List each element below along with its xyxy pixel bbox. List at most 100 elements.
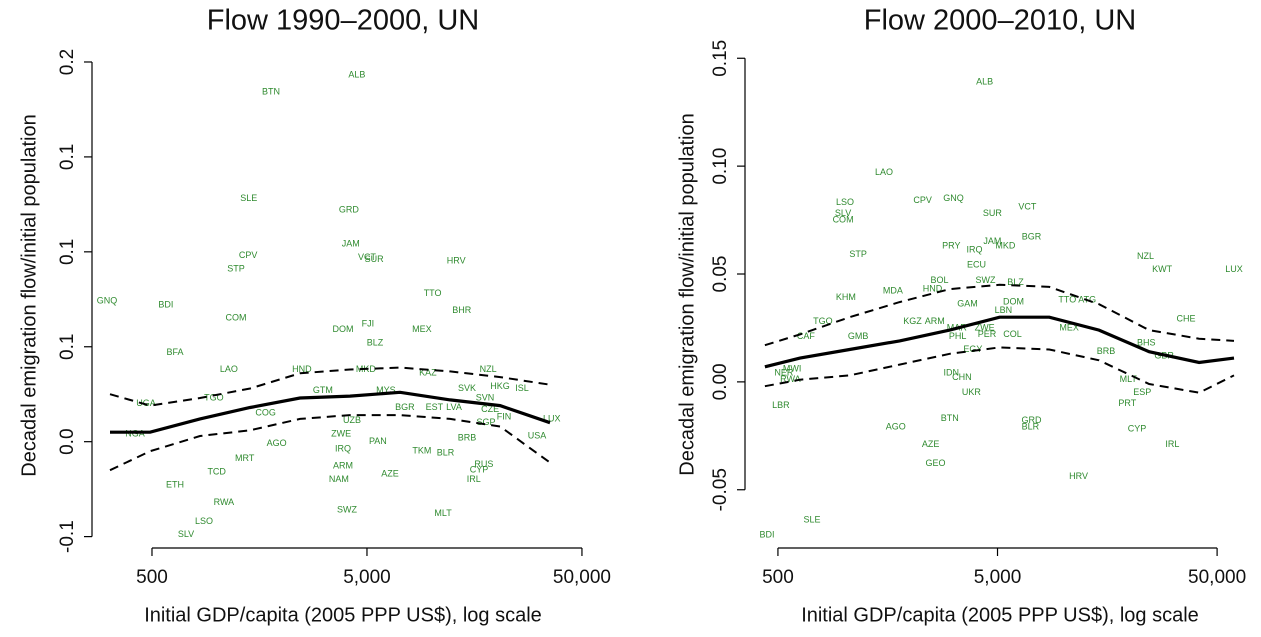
- point-label: LUX: [543, 413, 561, 423]
- x-tick-label: 500: [762, 567, 794, 588]
- point-label: COM: [226, 313, 247, 323]
- point-label: ISL: [515, 383, 529, 393]
- x-tick-label: 5,000: [974, 567, 1022, 588]
- point-label: TGO: [813, 316, 833, 326]
- point-label: SWZ: [976, 275, 996, 285]
- point-label: STP: [227, 263, 245, 273]
- x-tick-label: 500: [136, 567, 168, 588]
- point-label: IRQ: [335, 444, 351, 454]
- point-label: NZL: [480, 364, 497, 374]
- point-label: IRL: [467, 474, 481, 484]
- point-label: HKG: [490, 381, 510, 391]
- point-label: BGR: [1022, 232, 1042, 242]
- y-tick-label: 0.1: [57, 239, 78, 265]
- point-label: PRY: [942, 240, 960, 250]
- point-label: GNQ: [943, 193, 964, 203]
- point-label: MYS: [376, 385, 396, 395]
- point-label: BTN: [262, 87, 280, 97]
- point-label: FJI: [362, 318, 375, 328]
- point-label: VCT: [1018, 201, 1037, 211]
- point-label: ZWE: [331, 428, 351, 438]
- point-label: MRT: [235, 453, 255, 463]
- chart-title: Flow 2000–2010, UN: [864, 5, 1136, 37]
- upper-band: [109, 366, 551, 407]
- point-label: VCT: [358, 252, 377, 262]
- point-label: EST: [426, 402, 444, 412]
- point-label: DOM: [1003, 296, 1024, 306]
- point-label: DOM: [333, 324, 354, 334]
- y-axis-label: Decadal emigration flow/initial populati…: [18, 114, 40, 476]
- point-label: ECU: [967, 260, 986, 270]
- point-label: CPV: [239, 250, 258, 260]
- point-label: SWZ: [337, 504, 357, 514]
- x-axis-label: Initial GDP/capita (2005 PPP US$), log s…: [144, 604, 542, 626]
- point-label: UZB: [343, 415, 361, 425]
- point-label: KWT: [1152, 264, 1172, 274]
- point-label: SLV: [835, 208, 851, 218]
- point-label: MWI: [783, 363, 802, 373]
- point-label: BHS: [1137, 337, 1156, 347]
- point-label: CPV: [913, 195, 932, 205]
- point-label: BRB: [458, 432, 477, 442]
- y-tick-label: 0.1: [57, 334, 78, 360]
- upper-band: [764, 283, 1235, 347]
- point-label: MEX: [1059, 322, 1079, 332]
- y-tick-label: 0.10: [710, 148, 731, 185]
- point-label: JAM: [342, 239, 360, 249]
- y-axis-label: Decadal emigration flow/initial populati…: [676, 113, 698, 475]
- point-label: IRL: [1165, 439, 1179, 449]
- point-label: KGZ: [903, 316, 922, 326]
- point-label: UKR: [962, 387, 982, 397]
- point-label: PHL: [949, 331, 967, 341]
- point-label: TGO: [204, 392, 224, 402]
- point-label: BFA: [167, 347, 184, 357]
- point-label: TCD: [207, 466, 226, 476]
- point-label: LAO: [875, 167, 893, 177]
- point-label: ARM: [333, 461, 353, 471]
- y-tick-label: 0.05: [710, 256, 731, 293]
- point-label: LBN: [995, 305, 1013, 315]
- point-label: NAM: [329, 474, 349, 484]
- x-tick-label: 50,000: [1188, 567, 1246, 588]
- point-label: HND: [923, 283, 943, 293]
- point-label: PRT: [1118, 398, 1136, 408]
- point-label: FIN: [497, 411, 512, 421]
- point-label: KAZ: [419, 368, 437, 378]
- point-label: COM: [833, 214, 854, 224]
- lower-band: [764, 346, 1235, 394]
- point-label: BDI: [760, 529, 775, 539]
- point-label: GMB: [848, 331, 869, 341]
- y-tick-label: 0.00: [710, 363, 731, 400]
- point-label: LAO: [220, 364, 238, 374]
- point-label: PAN: [369, 436, 387, 446]
- point-label: GEO: [926, 458, 946, 468]
- point-label: AZE: [381, 468, 399, 478]
- x-tick-label: 5,000: [343, 567, 391, 588]
- point-label: BGR: [395, 402, 415, 412]
- point-label: NER: [774, 368, 794, 378]
- point-label: COL: [1003, 329, 1022, 339]
- point-label: NZL: [1137, 251, 1154, 261]
- point-label: BTN: [941, 413, 959, 423]
- point-label: GTM: [313, 385, 333, 395]
- point-label: KHM: [836, 292, 856, 302]
- point-label: COG: [255, 408, 276, 418]
- point-label: ALB: [348, 70, 365, 80]
- point-label: SGP: [477, 417, 496, 427]
- point-label: LSO: [195, 516, 213, 526]
- point-label: HND: [292, 364, 312, 374]
- point-label: LBR: [772, 400, 790, 410]
- point-label: GNQ: [97, 296, 118, 306]
- y-tick-label: -0.1: [57, 520, 78, 553]
- point-label: CHN: [952, 372, 972, 382]
- point-label: USA: [528, 430, 547, 440]
- point-label: LVA: [446, 402, 462, 412]
- point-label: SLV: [178, 529, 194, 539]
- y-tick-label: 0.1: [57, 144, 78, 170]
- point-label: EGY: [963, 344, 982, 354]
- point-label: GAM: [957, 299, 978, 309]
- point-label: MKD: [995, 240, 1016, 250]
- point-label: SUR: [365, 254, 385, 264]
- point-label: BLZ: [1007, 277, 1024, 287]
